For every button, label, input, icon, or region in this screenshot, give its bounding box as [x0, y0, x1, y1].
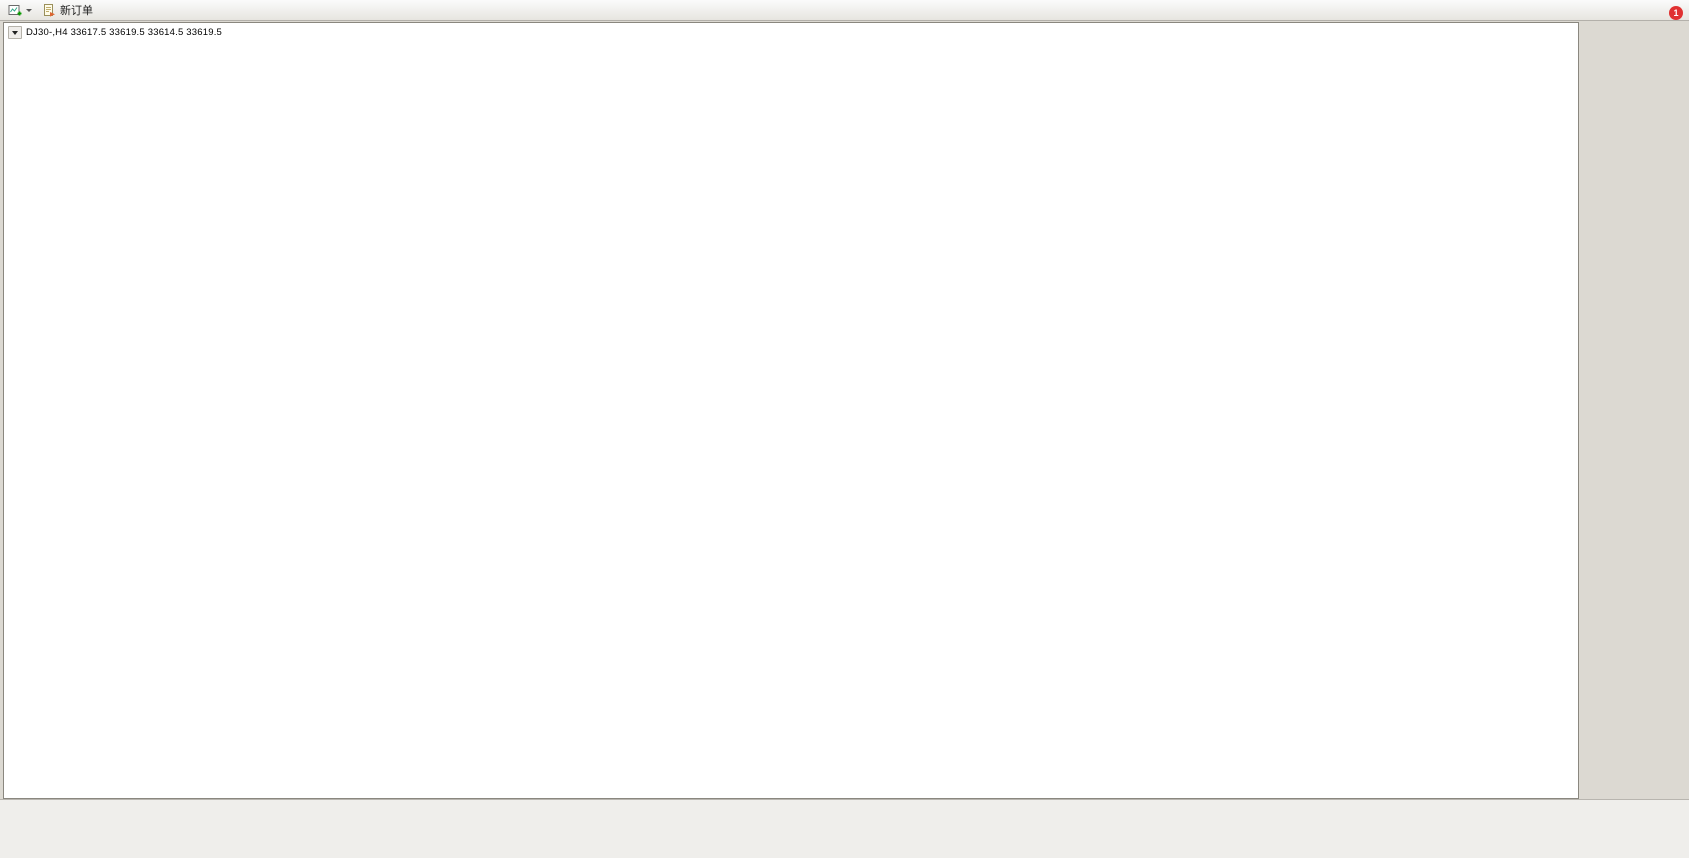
- chart-title-row: DJ30-,H4 33617.5 33619.5 33614.5 33619.5: [8, 26, 222, 39]
- toolbar-right-cluster: 1: [1653, 3, 1683, 22]
- new-order-button-label: 新订单: [60, 5, 93, 17]
- chevron-down-icon: [26, 8, 32, 12]
- new-order-button[interactable]: 新订单: [38, 1, 97, 20]
- main-toolbar: 新订单: [0, 0, 1689, 21]
- new-order-icon: [44, 3, 55, 17]
- notifications-badge[interactable]: 1: [1669, 5, 1683, 20]
- search-button[interactable]: [1654, 3, 1662, 22]
- bottom-strip: [0, 799, 1689, 858]
- chart-plus-icon: [8, 4, 22, 15]
- chart-window: DJ30-,H4 33617.5 33619.5 33614.5 33619.5: [3, 22, 1579, 799]
- chart-title: DJ30-,H4 33617.5 33619.5 33614.5 33619.5: [26, 27, 223, 38]
- new-chart-button[interactable]: [4, 1, 36, 20]
- chevron-down-icon: [12, 30, 18, 35]
- one-click-trading-button[interactable]: [8, 26, 22, 39]
